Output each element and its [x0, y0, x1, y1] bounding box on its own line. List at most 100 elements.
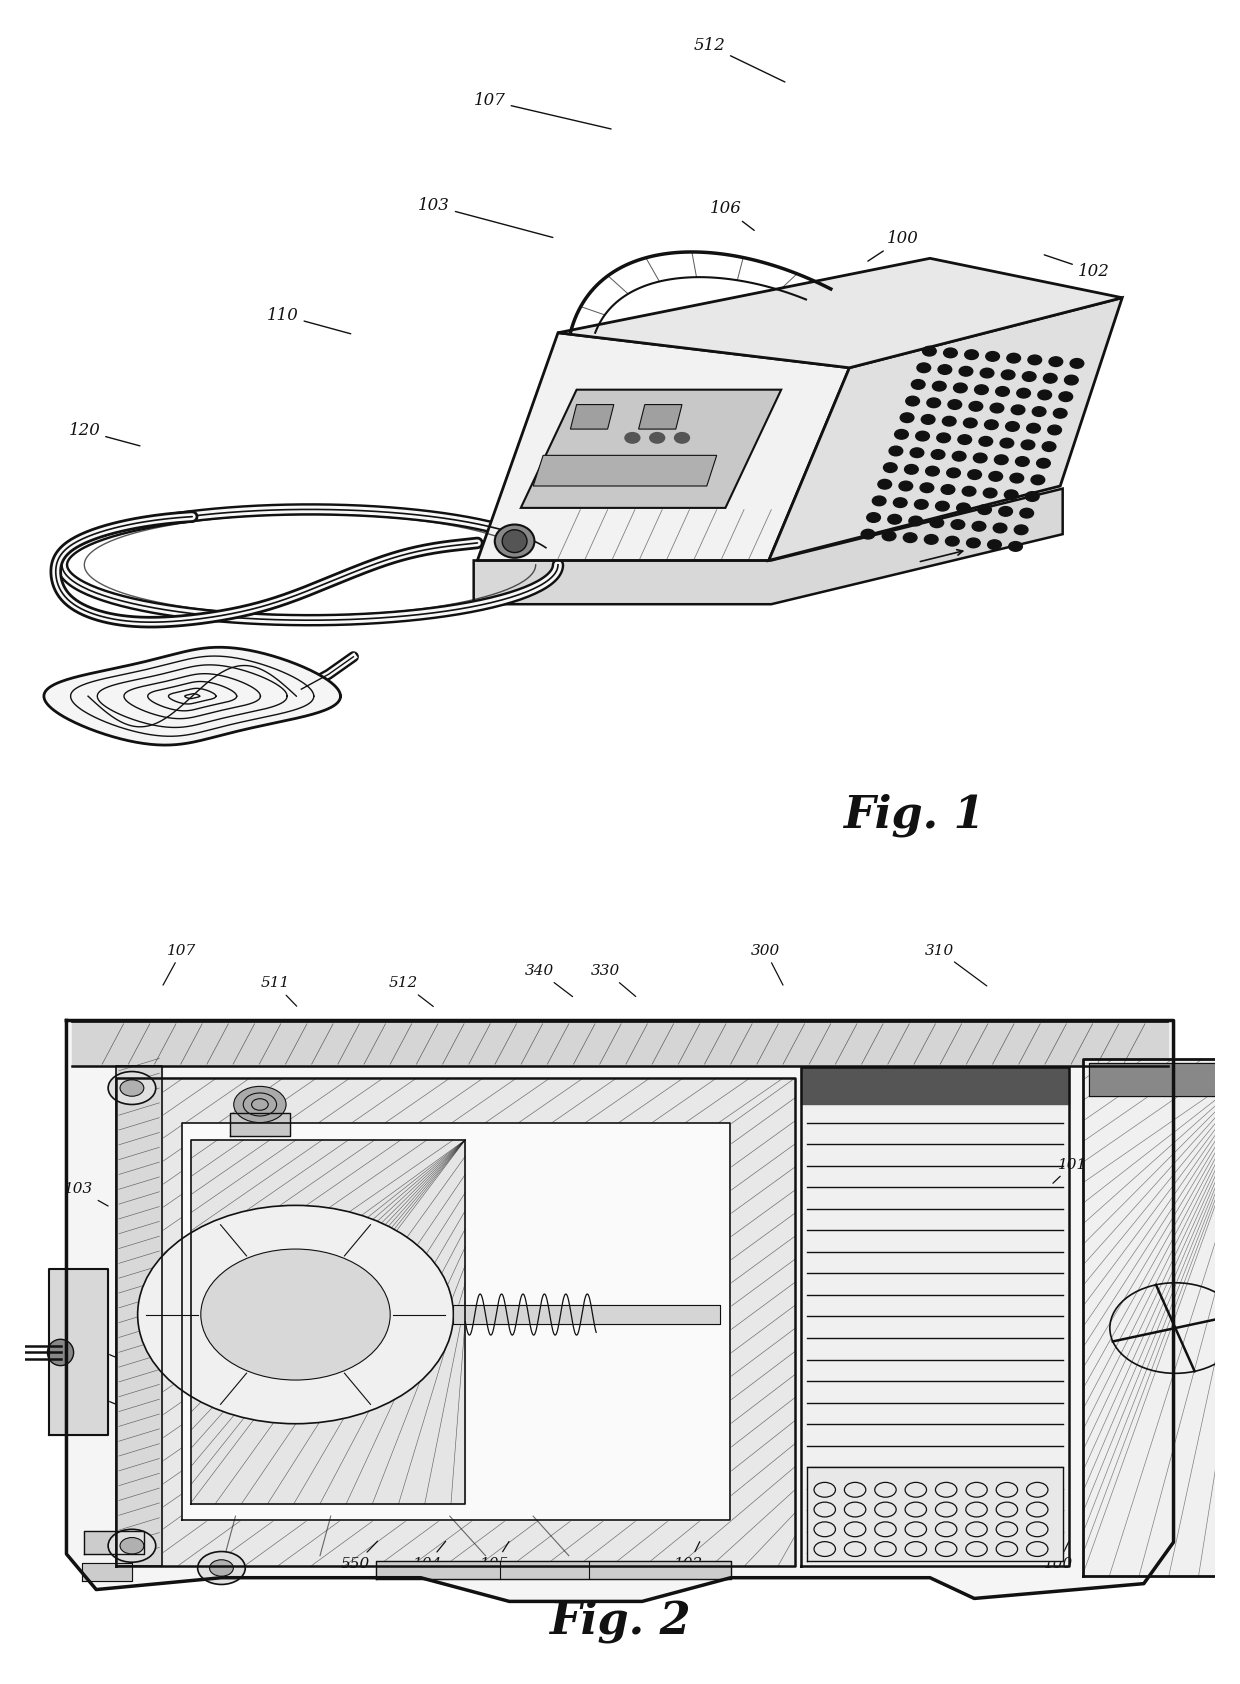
- Circle shape: [986, 352, 999, 362]
- Circle shape: [965, 350, 978, 359]
- Polygon shape: [72, 1022, 1168, 1066]
- Circle shape: [1021, 440, 1034, 450]
- Circle shape: [935, 502, 950, 510]
- Circle shape: [932, 381, 946, 391]
- Circle shape: [1048, 424, 1061, 434]
- Circle shape: [977, 505, 992, 515]
- Circle shape: [962, 487, 976, 497]
- Polygon shape: [558, 258, 1122, 367]
- Polygon shape: [474, 488, 1063, 605]
- Circle shape: [998, 507, 1012, 517]
- Circle shape: [894, 429, 908, 440]
- Circle shape: [1054, 409, 1066, 418]
- Polygon shape: [67, 1021, 1173, 1601]
- Circle shape: [967, 470, 982, 480]
- Text: 103: 103: [418, 197, 553, 237]
- Circle shape: [910, 448, 924, 458]
- Circle shape: [937, 433, 951, 443]
- Polygon shape: [182, 1123, 729, 1521]
- Circle shape: [1032, 408, 1045, 416]
- Text: 107: 107: [474, 93, 611, 130]
- Circle shape: [980, 436, 993, 446]
- Polygon shape: [84, 1531, 144, 1554]
- Text: 102: 102: [675, 1541, 703, 1571]
- Circle shape: [942, 416, 956, 426]
- Circle shape: [1012, 404, 1025, 414]
- Polygon shape: [454, 1305, 720, 1324]
- Circle shape: [970, 401, 982, 411]
- Circle shape: [1070, 359, 1084, 369]
- Ellipse shape: [47, 1339, 73, 1366]
- Circle shape: [994, 455, 1008, 465]
- Text: Fig. 1: Fig. 1: [843, 793, 985, 837]
- Circle shape: [920, 483, 934, 493]
- Circle shape: [900, 413, 914, 423]
- Circle shape: [650, 433, 665, 443]
- Polygon shape: [377, 1561, 730, 1578]
- Circle shape: [1014, 525, 1028, 534]
- Circle shape: [201, 1250, 391, 1381]
- Polygon shape: [48, 1270, 108, 1435]
- Circle shape: [988, 472, 1002, 482]
- Polygon shape: [521, 389, 781, 509]
- Circle shape: [893, 498, 908, 507]
- Circle shape: [909, 517, 923, 525]
- Circle shape: [923, 347, 936, 355]
- Circle shape: [1009, 473, 1024, 483]
- Circle shape: [956, 504, 970, 512]
- Text: 107: 107: [162, 943, 197, 985]
- Circle shape: [1004, 490, 1018, 500]
- Circle shape: [1007, 354, 1021, 364]
- Circle shape: [993, 524, 1007, 532]
- Circle shape: [120, 1079, 144, 1096]
- Circle shape: [675, 433, 689, 443]
- Ellipse shape: [495, 524, 534, 557]
- Circle shape: [930, 519, 944, 527]
- Circle shape: [937, 365, 952, 374]
- Circle shape: [918, 364, 930, 372]
- Circle shape: [926, 397, 941, 408]
- Circle shape: [233, 1086, 286, 1123]
- Circle shape: [983, 488, 997, 498]
- Text: 511: 511: [260, 977, 296, 1005]
- Circle shape: [960, 367, 973, 376]
- Circle shape: [951, 520, 965, 529]
- Text: Fig. 2: Fig. 2: [549, 1600, 691, 1644]
- Circle shape: [921, 414, 935, 424]
- Circle shape: [987, 541, 1002, 549]
- Polygon shape: [1089, 1063, 1240, 1096]
- Circle shape: [861, 529, 875, 539]
- Circle shape: [1037, 458, 1050, 468]
- Circle shape: [985, 419, 998, 429]
- Circle shape: [967, 539, 980, 547]
- Circle shape: [1021, 509, 1034, 519]
- Circle shape: [1025, 492, 1039, 502]
- Circle shape: [1008, 542, 1023, 551]
- Circle shape: [990, 402, 1004, 413]
- Circle shape: [872, 497, 885, 505]
- Text: 106: 106: [709, 200, 754, 231]
- Circle shape: [1001, 370, 1014, 379]
- Polygon shape: [769, 298, 1122, 561]
- Circle shape: [954, 382, 967, 392]
- Text: 300: 300: [750, 943, 782, 985]
- Text: 101: 101: [1053, 1157, 1087, 1184]
- Circle shape: [888, 515, 901, 524]
- Polygon shape: [801, 1068, 1069, 1105]
- Circle shape: [1006, 421, 1019, 431]
- Polygon shape: [117, 1078, 795, 1566]
- Circle shape: [925, 466, 940, 477]
- Circle shape: [1049, 357, 1063, 367]
- Circle shape: [1027, 423, 1040, 433]
- Circle shape: [915, 431, 930, 441]
- Circle shape: [120, 1537, 144, 1554]
- Circle shape: [999, 438, 1014, 448]
- Circle shape: [108, 1071, 156, 1105]
- Polygon shape: [1083, 1059, 1240, 1576]
- Circle shape: [944, 349, 957, 357]
- Circle shape: [867, 512, 880, 522]
- Text: 550: 550: [341, 1541, 378, 1571]
- Text: 110: 110: [267, 306, 351, 333]
- Circle shape: [1016, 456, 1029, 466]
- Circle shape: [883, 530, 895, 541]
